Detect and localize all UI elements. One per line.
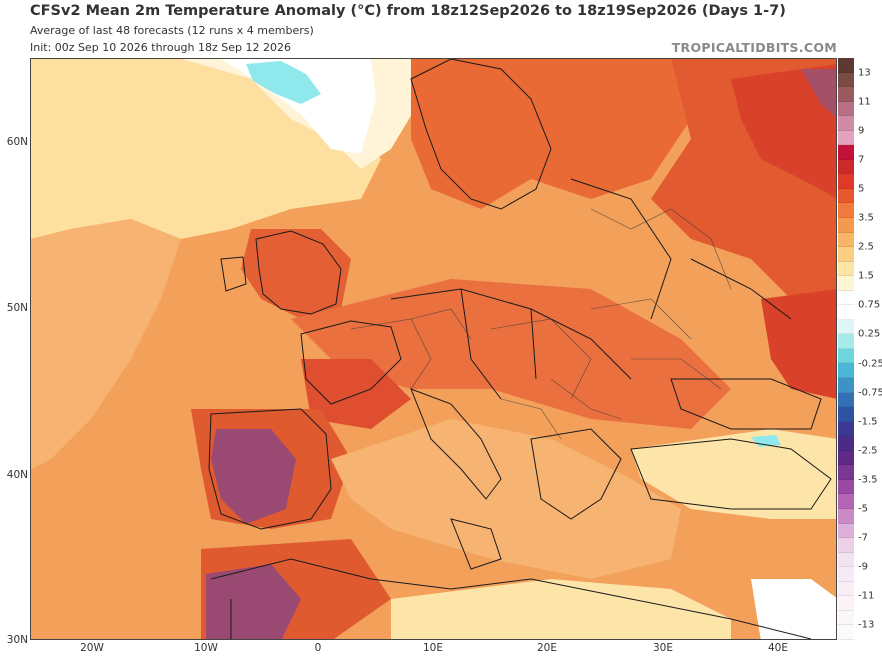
colorbar-swatch: [838, 610, 854, 626]
mid-region-mediterranean: [331, 419, 681, 579]
colorbar-label: -2.5: [858, 445, 878, 457]
colorbar-label: 5: [858, 183, 865, 195]
colorbar-swatch: [838, 334, 854, 349]
hot-region-east: [761, 289, 836, 399]
cream-region-sahara: [391, 579, 731, 639]
colorbar-swatch: [838, 523, 854, 539]
lon-label-40e: 40E: [768, 642, 788, 654]
lat-label-60n: 60N: [6, 136, 28, 148]
lon-label-10w: 10W: [194, 642, 218, 654]
map-title: CFSv2 Mean 2m Temperature Anomaly (°C) f…: [30, 3, 786, 19]
colorbar-label: 0.25: [858, 328, 881, 340]
colorbar-swatch: [838, 596, 854, 611]
colorbar-swatch: [838, 479, 854, 495]
colorbar-label: -0.75: [858, 387, 882, 399]
colorbar-swatch: [838, 130, 854, 146]
colorbar-swatch: [838, 159, 854, 175]
temperature-anomaly-map: [30, 58, 837, 640]
colorbar-swatch: [838, 72, 854, 88]
colorbar-swatch: [838, 116, 854, 131]
country-borders: [350, 208, 732, 440]
colorbar-label: -9: [858, 561, 868, 573]
colorbar-swatch: [838, 552, 854, 568]
colorbar-label: -0.25: [858, 358, 882, 370]
extreme-region-northeast: [801, 69, 836, 118]
colorbar-swatch: [838, 58, 854, 73]
colorbar-label: 11: [858, 96, 871, 108]
colorbar-label: -5: [858, 503, 868, 515]
lat-label-50n: 50N: [6, 302, 28, 314]
colorbar-swatch: [838, 363, 854, 379]
lon-label-0: 0: [314, 642, 322, 654]
colorbar-label: 0.75: [858, 299, 881, 311]
colorbar-swatch: [838, 538, 854, 553]
warm-region-britain: [241, 229, 351, 319]
coastlines: [208, 59, 832, 639]
cream-region-turkey: [631, 429, 836, 519]
colorbar: [838, 58, 854, 640]
colorbar-swatch: [838, 174, 854, 189]
cool-region-northwest: [31, 59, 381, 239]
mid-region-atlantic: [31, 219, 181, 469]
colorbar-swatch: [838, 348, 854, 364]
colorbar-swatch: [838, 392, 854, 408]
colorbar-label: 9: [858, 125, 865, 137]
cold-spot-north: [246, 61, 321, 104]
colorbar-label: -1.5: [858, 416, 878, 428]
colorbar-swatch: [838, 203, 854, 219]
colorbar-swatch: [838, 87, 854, 102]
colorbar-swatch: [838, 421, 854, 437]
map-canvas: [31, 59, 836, 639]
extreme-region-morocco: [206, 564, 301, 639]
hot-region-northeast: [731, 64, 836, 198]
lon-label-30e: 30E: [653, 642, 673, 654]
warm-region-scandinavia: [411, 59, 691, 209]
colorbar-label: 2.5: [858, 241, 874, 253]
colorbar-label: -13: [858, 619, 875, 631]
colorbar-label: -11: [858, 590, 875, 602]
colorbar-swatch: [838, 145, 854, 160]
colorbar-swatch: [838, 101, 854, 117]
map-subtitle: Average of last 48 forecasts (12 runs x …: [30, 24, 314, 37]
colorbar-swatch: [838, 232, 854, 248]
init-time: Init: 00z Sep 10 2026 through 18z Sep 12…: [30, 41, 291, 54]
colorbar-swatch: [838, 625, 854, 640]
lon-label-20w: 20W: [80, 642, 104, 654]
colorbar-swatch: [838, 567, 854, 582]
lon-label-10e: 10E: [423, 642, 443, 654]
colorbar-swatch: [838, 188, 854, 204]
colorbar-label: 3.5: [858, 212, 874, 224]
colorbar-swatch: [838, 305, 854, 320]
brand-watermark: TROPICALTIDBITS.COM: [671, 40, 837, 55]
colorbar-label: -3.5: [858, 474, 878, 486]
colorbar-label: 7: [858, 154, 865, 166]
colorbar-swatch: [838, 494, 854, 509]
colorbar-swatch: [838, 247, 854, 262]
colorbar-swatch: [838, 450, 854, 466]
colorbar-swatch: [838, 508, 854, 524]
colorbar-swatch: [838, 407, 854, 422]
extreme-region-iberia: [211, 429, 296, 524]
colorbar-swatch: [838, 378, 854, 393]
white-spots-middle-east: [751, 579, 836, 639]
colorbar-label: 1.5: [858, 270, 874, 282]
warm-region-central-europe: [291, 279, 731, 429]
lon-label-20e: 20E: [537, 642, 557, 654]
colorbar-swatch: [838, 465, 854, 480]
colorbar-swatch: [838, 436, 854, 451]
lat-label-30n: 30N: [6, 634, 28, 646]
colorbar-swatch: [838, 290, 854, 306]
colorbar-swatch: [838, 319, 854, 335]
lat-label-40n: 40N: [6, 469, 28, 481]
colorbar-label: -7: [858, 532, 868, 544]
colorbar-swatch: [838, 276, 854, 291]
colorbar-swatch: [838, 261, 854, 277]
colorbar-swatch: [838, 581, 854, 597]
colorbar-label: 13: [858, 67, 871, 79]
colorbar-swatch: [838, 218, 854, 233]
